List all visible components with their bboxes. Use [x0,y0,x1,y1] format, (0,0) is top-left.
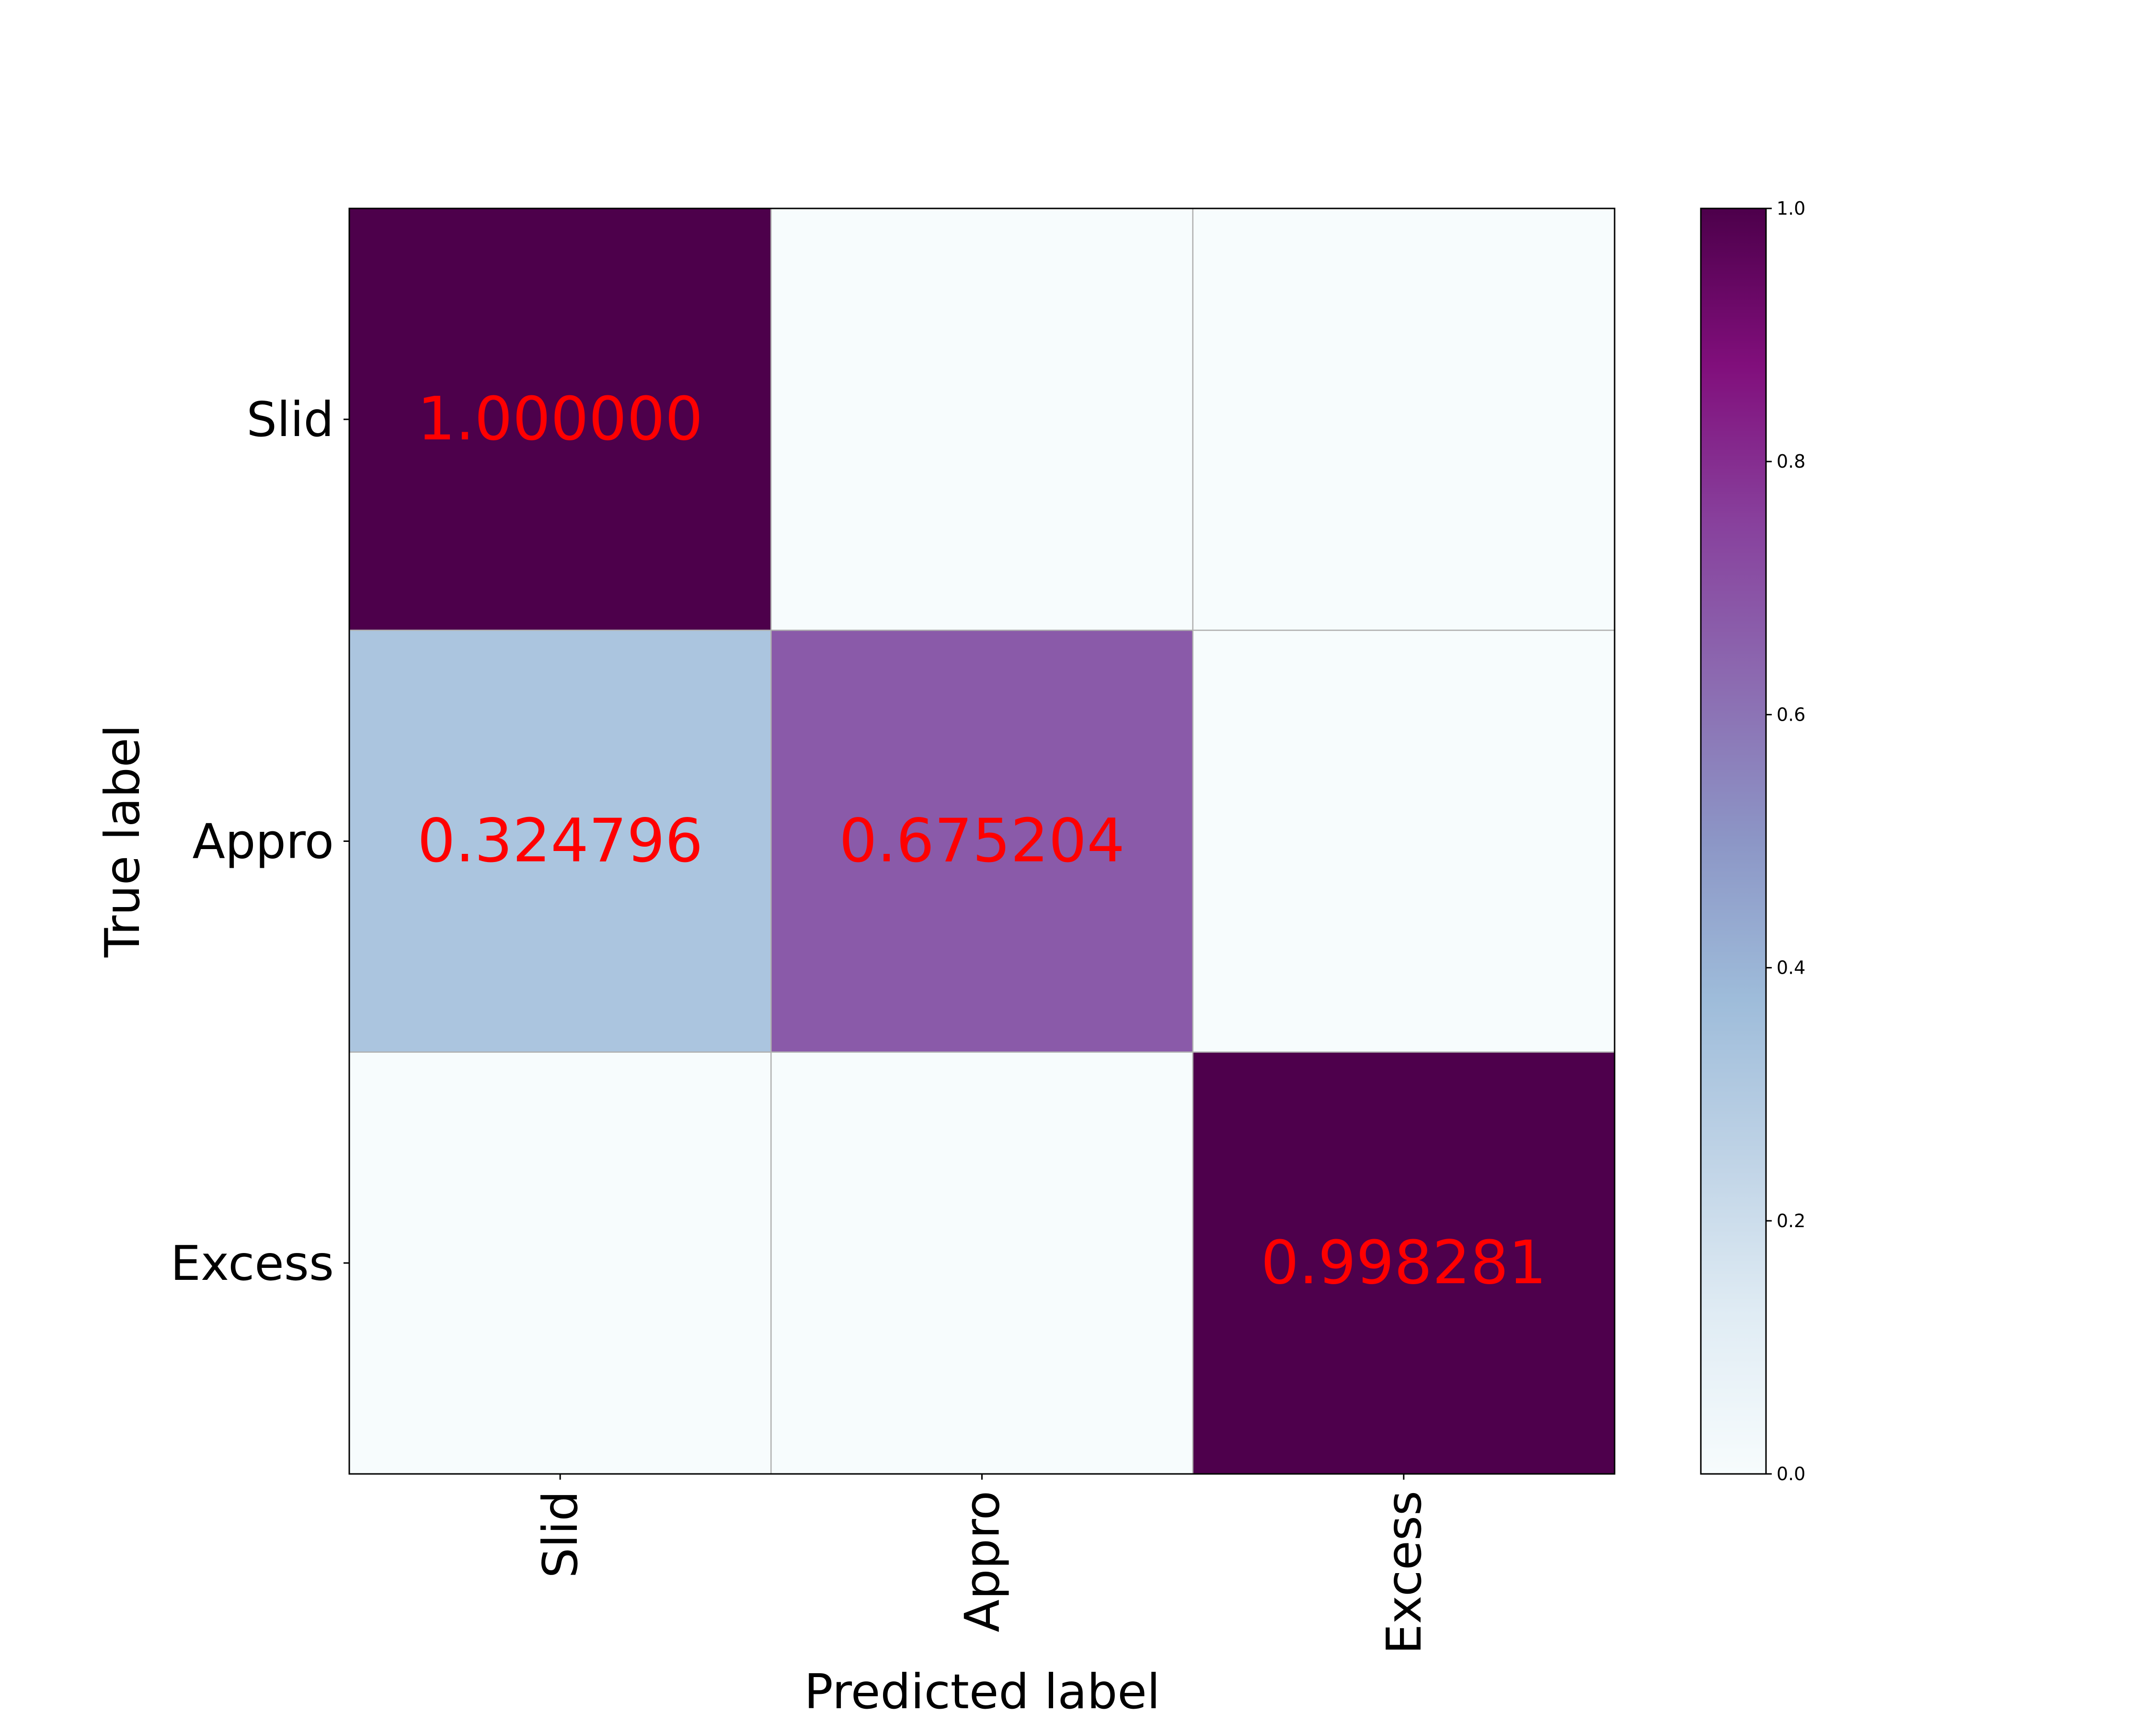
cell-value-label: 0.675204 [839,806,1124,876]
x-tick-label: Excess [1376,1491,1432,1654]
x-tick-label: Slid [532,1491,588,1578]
heatmap-cell [770,207,1193,631]
heatmap-cell [348,630,772,1053]
heatmap-cell [348,207,772,631]
cell-value-label: 0.324796 [417,806,703,876]
colorbar-tick-label: 0.8 [1777,451,1805,472]
y-tick-label: Excess [171,1235,334,1291]
cell-value-label: 0.998281 [1261,1228,1547,1298]
heatmap-cell [770,1051,1193,1475]
heatmap-cell-labels: 1.000000 0.324796 0.675204 0.998281 [417,384,1547,1298]
y-axis-label: True label [94,724,150,958]
colorbar-ticks: 0.0 0.2 0.4 0.6 0.8 1.0 [1766,198,1805,1484]
heatmap-cell [348,1051,772,1475]
heatmap-cells [348,207,1616,1475]
colorbar-tick-label: 0.6 [1777,704,1805,725]
colorbar-tick-label: 1.0 [1777,198,1805,219]
colorbar [1700,207,1767,1475]
heatmap-cell [770,630,1193,1053]
y-tick-label: Slid [246,391,334,448]
colorbar-tick-label: 0.0 [1777,1463,1805,1484]
x-axis-label: Predicted label [804,1664,1160,1720]
colorbar-tick-label: 0.4 [1777,957,1805,978]
y-tick-label: Appro [193,814,334,870]
cell-value-label: 1.000000 [417,384,703,454]
colorbar-tick-label: 0.2 [1777,1210,1805,1231]
x-axis-ticks: Slid Appro Excess [532,1474,1432,1654]
x-tick-label: Appro [954,1491,1010,1632]
heatmap-cell [1192,630,1616,1053]
heatmap-cell [1192,207,1616,631]
y-axis-ticks: Slid Appro Excess [171,391,349,1291]
